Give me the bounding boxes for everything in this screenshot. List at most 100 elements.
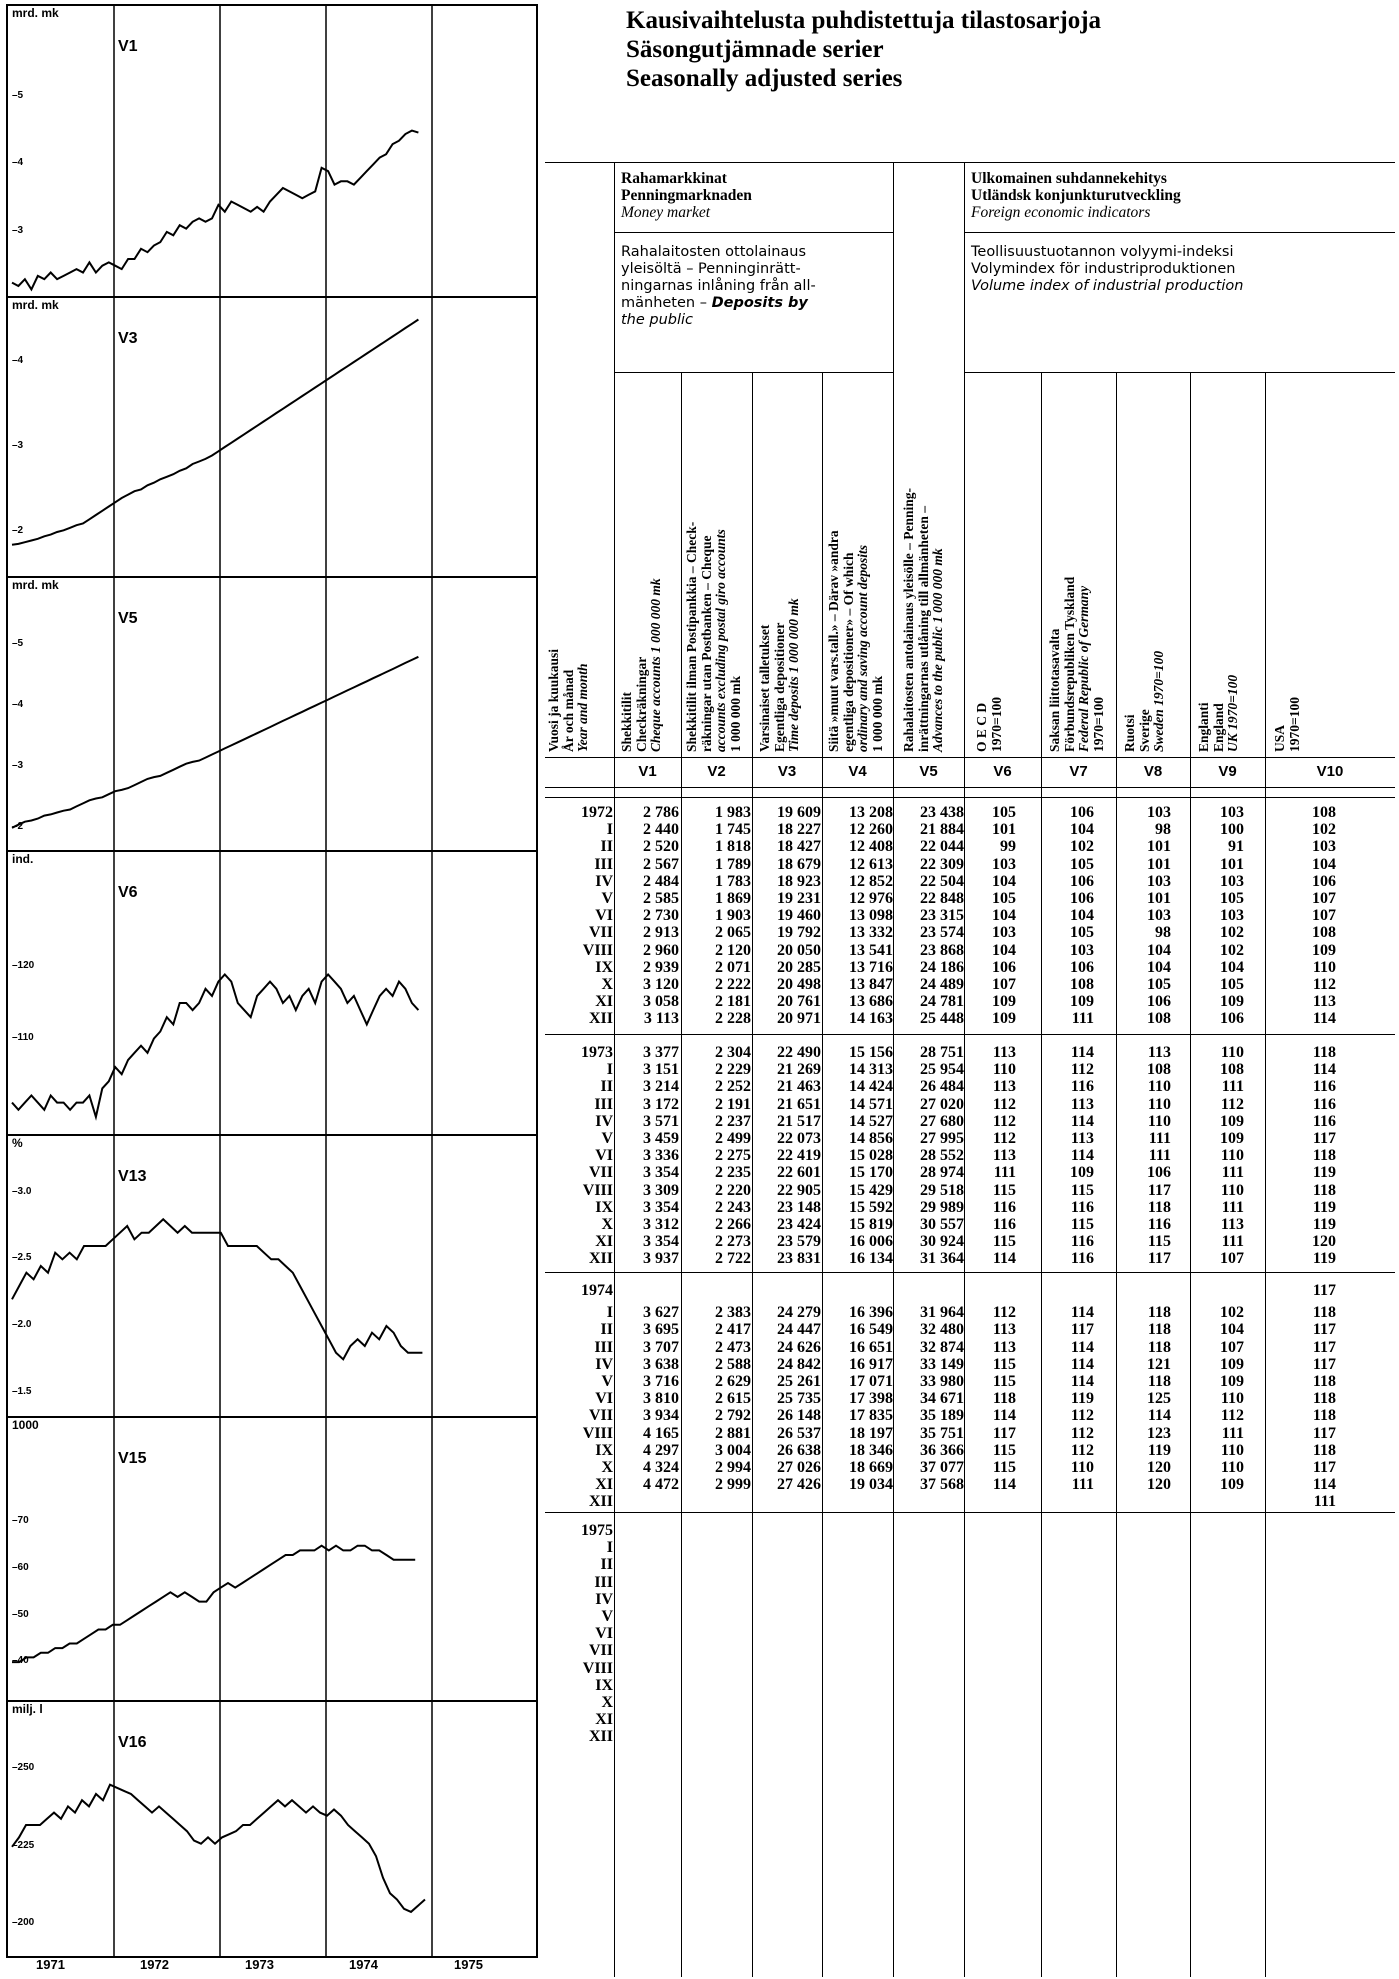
table-row: V 3 459 2 499 22 073 14 856 27 995 112 113 111 10…: [545, 1130, 1395, 1149]
cell-v7: 114: [1070, 1147, 1094, 1165]
cell-v2: 1 783: [715, 872, 751, 890]
tick-label: –3: [12, 440, 24, 451]
cell-v3: 20 971: [777, 1010, 821, 1028]
table-row: VI 3 336 2 275 22 419 15 028 28 552 113 114 111 1…: [545, 1147, 1395, 1166]
cell-v2: 2 228: [715, 1010, 751, 1028]
chart-svg-v15: [12, 1418, 433, 1700]
cell-v6: 113: [992, 1044, 1016, 1061]
cell-v7: 106: [1070, 890, 1094, 907]
cell-v1: 3 937: [643, 1250, 679, 1268]
cell-v5: 37 568: [920, 1476, 964, 1494]
cell-v4: 18 346: [849, 1441, 893, 1459]
row-label: V: [601, 1608, 613, 1625]
table-row: IX 2 939 2 071 20 285 13 716 24 186 106 106 104 1…: [545, 959, 1395, 978]
cell-v4: 16 396: [849, 1304, 893, 1322]
cell-v8: 101: [1147, 838, 1171, 856]
cell-v3: 22 419: [777, 1147, 821, 1165]
year-block-rule: [545, 1512, 1395, 1513]
cell-v6: 114: [992, 1476, 1016, 1494]
row-label: VIII: [582, 1424, 613, 1442]
title-sv: Säsongutjämnade serier: [626, 36, 884, 63]
cell-v7: 113: [1070, 1130, 1094, 1147]
cell-v3: 26 638: [777, 1441, 821, 1459]
table-row: I 2 440 1 745 18 227 12 260 21 884 101 104 98 100…: [545, 821, 1395, 840]
cell-v9: 107: [1220, 1250, 1244, 1268]
cell-v4: 14 313: [849, 1061, 893, 1079]
cell-v7: 104: [1070, 907, 1094, 925]
cell-v3: 20 498: [777, 976, 821, 993]
chart-panel-v3: mrd. mk V3 –4 –3 –2: [6, 296, 538, 578]
cell-v9: 103: [1220, 872, 1244, 890]
header-v9: Englanti England UK 1970=100: [1196, 674, 1240, 752]
cell-v2: 2 588: [715, 1355, 751, 1373]
cell-v7: 114: [1070, 1338, 1094, 1356]
table-row: X 4 324 2 994 27 026 18 669 37 077 115 110 120 11…: [545, 1459, 1395, 1478]
cell-v1: 3 113: [643, 1010, 679, 1028]
table-row: X: [545, 1694, 1395, 1713]
cell-v4: 13 332: [849, 924, 893, 942]
panel-name: V1: [118, 38, 138, 55]
cell-v1: 3 312: [643, 1216, 679, 1233]
cell-v1: 3 810: [643, 1390, 679, 1408]
table-row: VIII 4 165 2 881 26 537 18 197 35 751 117 112 12…: [545, 1425, 1395, 1444]
year-block-rule: [545, 1034, 1395, 1035]
cell-v9: 111: [1221, 1198, 1244, 1216]
cell-v8: 108: [1147, 1010, 1171, 1028]
col-rule: [1041, 372, 1042, 1977]
cell-v5: 24 781: [920, 993, 964, 1011]
statistics-table: Rahamarkkinat Penningmarknaden Money mar…: [545, 162, 1395, 1977]
row-label: I: [606, 1539, 613, 1557]
group2-header: Ulkomainen suhdannekehitys Utländsk konj…: [971, 170, 1181, 221]
cell-v8: 117: [1147, 1181, 1171, 1199]
cell-v10: 112: [1312, 976, 1336, 993]
chart-panel-v15: 1000 V15 –70 –60 –50 –40: [6, 1416, 538, 1702]
cell-v4: 14 163: [849, 1010, 893, 1028]
year-label: 1971: [36, 1957, 65, 1972]
cell-v1: 3 354: [643, 1233, 679, 1251]
cell-v5: 23 438: [920, 804, 964, 821]
cell-v7: 116: [1070, 1078, 1094, 1096]
group1sub-rule: [614, 372, 894, 373]
cell-v4: 15 028: [849, 1147, 893, 1165]
tick-label: –3.0: [12, 1185, 32, 1197]
cell-v6: 112: [992, 1095, 1016, 1113]
column-code: V10: [1316, 763, 1344, 780]
cell-v6: 115: [992, 1181, 1016, 1199]
cell-v1: 3 336: [643, 1147, 679, 1165]
cell-v5: 22 044: [920, 838, 964, 856]
series-line-v16: [11, 1783, 426, 1914]
cell-v1: 2 585: [643, 890, 679, 907]
cell-v9: 105: [1220, 976, 1244, 993]
cell-v8: 110: [1147, 1112, 1171, 1130]
cell-v10: 114: [1312, 1010, 1336, 1028]
cell-v2: 2 792: [715, 1407, 751, 1425]
cell-v1: 3 214: [643, 1078, 679, 1096]
cell-v9: 105: [1220, 890, 1244, 907]
row-label: IX: [595, 1676, 613, 1694]
cell-v3: 26 537: [777, 1424, 821, 1442]
series-line-v3: [11, 318, 419, 546]
row-label: 1973: [581, 1044, 613, 1061]
cell-v4: 14 424: [849, 1078, 893, 1096]
cell-v9: 102: [1220, 941, 1244, 959]
cell-v7: 106: [1070, 804, 1094, 821]
column-code: V8: [1143, 763, 1163, 780]
unit-label: mrd. mk: [12, 6, 59, 20]
panel-name: V13: [118, 1168, 147, 1185]
row-label: XII: [588, 1250, 613, 1268]
cell-v10: 108: [1312, 924, 1336, 942]
year-label: 1973: [245, 1957, 274, 1972]
group1-subheader: Rahalaitosten ottolainaus yleisöltä – Pe…: [621, 244, 816, 328]
tick-label: –225: [12, 1839, 35, 1851]
cell-v9: 107: [1220, 1338, 1244, 1356]
cell-v7: 103: [1070, 941, 1094, 959]
cell-v3: 27 426: [777, 1476, 821, 1494]
cell-v6: 118: [992, 1390, 1016, 1408]
cell-v10: 118: [1312, 1044, 1336, 1061]
cell-v3: 21 463: [777, 1078, 821, 1096]
cell-v7: 116: [1070, 1250, 1094, 1268]
cell-v1: 3 707: [643, 1338, 679, 1356]
cell-v1: 2 730: [643, 907, 679, 925]
cell-v3: 20 761: [777, 993, 821, 1011]
row-label: X: [601, 1694, 613, 1711]
